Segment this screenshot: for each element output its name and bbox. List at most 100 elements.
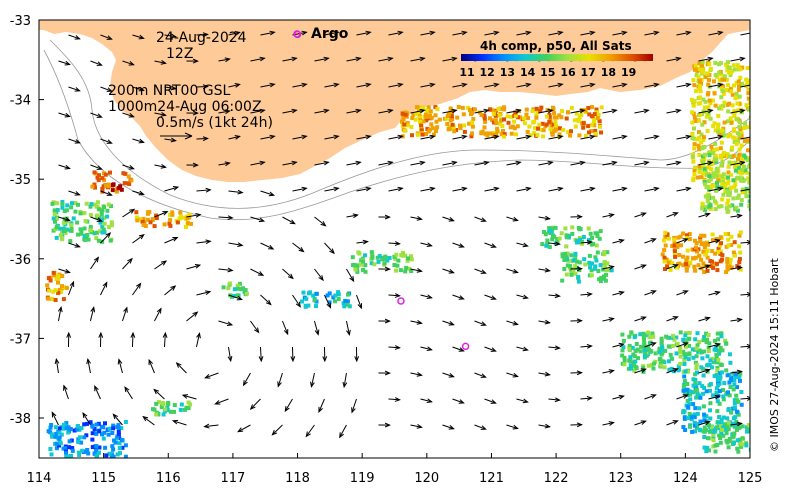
current-arrow <box>218 110 230 114</box>
current-arrow <box>292 83 307 88</box>
sst-pixel <box>747 204 750 208</box>
sst-pixel <box>724 77 729 82</box>
sst-pixel <box>622 355 627 360</box>
sst-pixel <box>695 391 700 396</box>
colorbar-tick-label: 11 <box>459 66 474 79</box>
current-arrow <box>442 372 454 378</box>
sst-pixel <box>705 129 710 133</box>
sst-pixel <box>502 132 507 137</box>
sst-pixel <box>92 182 97 187</box>
sst-pixel <box>729 243 734 247</box>
sst-pixel <box>711 265 716 270</box>
current-arrow <box>506 161 521 166</box>
current-arrow <box>666 264 678 270</box>
current-arrow <box>644 187 659 192</box>
sst-pixel <box>725 68 730 73</box>
current-arrowhead <box>128 165 135 170</box>
current-arrow <box>90 164 102 170</box>
sst-pixel <box>336 290 341 295</box>
current-arrow <box>68 86 80 92</box>
sst-pixel <box>728 360 733 365</box>
sst-pixel <box>701 391 706 396</box>
sst-pixel <box>671 333 675 338</box>
current-arrowhead <box>96 217 103 222</box>
sst-pixel <box>65 219 70 224</box>
current-arrow <box>410 216 422 220</box>
current-arrowhead <box>554 397 561 403</box>
sst-pixel <box>634 366 639 371</box>
sst-pixel <box>736 449 741 454</box>
sst-pixel <box>704 340 709 345</box>
current-arrowhead <box>362 239 369 245</box>
sst-pixel <box>729 86 733 91</box>
current-arrow <box>442 109 457 114</box>
sst-pixel <box>732 401 737 406</box>
sst-pixel <box>686 369 691 374</box>
sst-pixel <box>417 111 422 116</box>
current-arrow <box>612 31 627 36</box>
sst-pixel <box>714 173 719 178</box>
sst-pixel <box>737 257 742 261</box>
x-tick-label: 122 <box>544 471 569 486</box>
sst-pixel <box>61 426 66 431</box>
sst-pixel <box>734 419 739 424</box>
sst-pixel <box>672 249 677 254</box>
current-arrow <box>580 83 595 88</box>
current-arrowhead <box>736 369 743 375</box>
current-arrowhead <box>128 113 135 118</box>
current-arrowhead <box>675 160 682 166</box>
sst-pixel <box>576 274 581 279</box>
sst-pixel <box>94 236 99 241</box>
sst-pixel <box>571 267 576 272</box>
sst-pixel <box>714 157 719 162</box>
sst-pixel <box>719 331 724 336</box>
current-arrowhead <box>643 160 650 166</box>
sst-pixel <box>110 444 115 449</box>
sst-pixel <box>718 153 723 158</box>
sst-pixel <box>738 66 743 71</box>
sst-pixel <box>690 135 695 140</box>
sst-pixel <box>719 140 724 145</box>
sst-pixel <box>470 131 474 136</box>
current-arrow <box>666 57 681 62</box>
current-arrowhead <box>576 370 583 376</box>
current-arrow <box>730 57 745 62</box>
sst-pixel <box>747 180 750 185</box>
current-arrowhead <box>557 30 564 36</box>
sst-pixel <box>702 157 707 162</box>
sst-pixel <box>694 245 698 250</box>
current-arrowhead <box>130 331 136 338</box>
current-arrow <box>676 83 691 88</box>
sst-pixel <box>706 349 711 353</box>
current-arrowhead <box>310 381 315 388</box>
current-arrow <box>644 238 656 244</box>
current-arrow <box>666 316 678 322</box>
sst-pixel <box>708 358 713 363</box>
sst-pixel <box>687 412 692 416</box>
current-arrowhead <box>483 160 490 166</box>
sst-pixel <box>671 369 676 374</box>
sst-pixel <box>707 62 712 67</box>
sst-pixel <box>398 268 403 273</box>
sst-pixel <box>642 343 647 348</box>
current-arrow <box>666 212 678 218</box>
current-arrow <box>346 161 361 166</box>
sst-pixel <box>716 113 721 118</box>
current-arrowhead <box>249 404 256 410</box>
sst-pixel <box>739 444 744 449</box>
sst-pixel <box>657 350 662 355</box>
sst-pixel <box>370 255 375 260</box>
sst-pixel <box>117 446 122 451</box>
sst-pixel <box>663 235 668 239</box>
sst-pixel <box>573 271 578 276</box>
credit-label: © IMOS 27-Aug-2024 15:11 Hobart <box>768 258 781 452</box>
sst-pixel <box>512 126 517 131</box>
sst-pixel <box>665 264 670 269</box>
current-arrow <box>281 320 289 335</box>
current-arrowhead <box>416 424 423 429</box>
current-arrow <box>164 186 179 192</box>
sst-pixel <box>630 345 635 350</box>
sst-pixel <box>522 121 527 126</box>
sst-pixel <box>705 337 710 342</box>
sst-pixel <box>522 116 526 121</box>
